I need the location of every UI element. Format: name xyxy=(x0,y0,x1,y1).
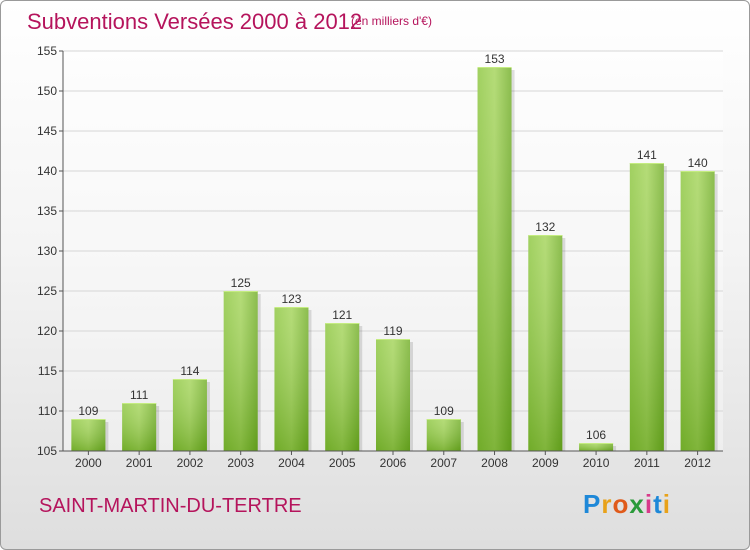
y-tick-label: 110 xyxy=(38,404,57,418)
x-tick-label: 2008 xyxy=(481,456,508,470)
y-tick-label: 135 xyxy=(37,204,57,218)
y-tick-label: 155 xyxy=(37,44,57,58)
bar-shade xyxy=(71,419,106,451)
x-tick-label: 2000 xyxy=(75,456,102,470)
bar-value-label: 123 xyxy=(281,292,301,306)
bar-shade xyxy=(172,379,207,451)
x-tick-label: 2007 xyxy=(430,456,457,470)
bar-layer: 109 111 114 125 123 121 119 109 153 132 106 141 140 xyxy=(71,52,718,451)
bar-shade xyxy=(325,323,360,451)
bar-shade xyxy=(528,235,563,451)
bar-value-label: 141 xyxy=(637,148,657,162)
bar-shade xyxy=(477,67,512,451)
x-tick-label: 2002 xyxy=(177,456,204,470)
bar-value-label: 125 xyxy=(231,276,251,290)
bar-shade xyxy=(629,163,664,451)
y-tick-label: 120 xyxy=(37,324,57,338)
x-tick-label: 2004 xyxy=(278,456,305,470)
y-tick-label: 145 xyxy=(37,124,57,138)
bar-shade xyxy=(376,339,410,451)
x-tick-label: 2011 xyxy=(634,456,660,470)
y-tick-label: 115 xyxy=(38,364,57,378)
y-tick-label: 150 xyxy=(37,84,57,98)
x-tick-label: 2001 xyxy=(126,456,153,470)
bar-shade xyxy=(680,171,715,451)
proxiti-logo: Proxiti xyxy=(583,489,671,519)
bar-value-label: 119 xyxy=(383,324,402,338)
bar-value-label: 109 xyxy=(78,404,98,418)
bar-shade xyxy=(579,443,614,451)
bar-value-label: 121 xyxy=(332,308,352,322)
y-tick-label: 105 xyxy=(37,444,57,458)
y-tick-label: 125 xyxy=(37,284,57,298)
x-tick-label: 2005 xyxy=(329,456,356,470)
bar-value-label: 111 xyxy=(130,388,149,402)
bar-value-label: 132 xyxy=(535,220,555,234)
y-tick-label: 140 xyxy=(37,164,57,178)
bar-value-label: 109 xyxy=(434,404,454,418)
commune-name: SAINT-MARTIN-DU-TERTRE xyxy=(39,495,302,517)
chart-subtitle: (en milliers d'€) xyxy=(351,14,432,28)
bar-shade xyxy=(223,291,258,451)
y-tick-label: 130 xyxy=(37,244,57,258)
bar-value-label: 153 xyxy=(485,52,505,66)
x-tick-label: 2009 xyxy=(532,456,559,470)
chart-title: Subventions Versées 2000 à 2012 xyxy=(27,9,363,34)
bar-value-label: 106 xyxy=(586,428,606,442)
bar-shade xyxy=(122,403,157,451)
bar-shade xyxy=(274,307,309,451)
x-tick-label: 2003 xyxy=(227,456,254,470)
x-tick-label: 2012 xyxy=(684,456,711,470)
bar-value-label: 140 xyxy=(688,156,708,170)
axis-layer: 105 110 115 120 125 130 135 140 145 150 155 2000 200… xyxy=(37,44,723,470)
x-tick-label: 2010 xyxy=(583,456,610,470)
bar-value-label: 114 xyxy=(180,364,199,378)
bar-shade xyxy=(426,419,461,451)
x-tick-label: 2006 xyxy=(380,456,407,470)
